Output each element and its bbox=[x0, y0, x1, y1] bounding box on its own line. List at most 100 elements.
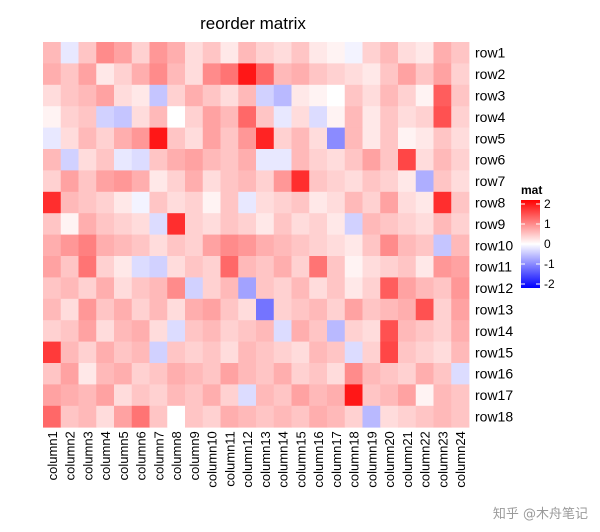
heatmap-cell-row7-column22 bbox=[415, 170, 434, 193]
heatmap-cell-row6-column24 bbox=[451, 149, 470, 171]
heatmap-cell-row10-column4 bbox=[96, 234, 115, 257]
heatmap-cell-row6-column10 bbox=[202, 149, 221, 171]
column-label-column9: column9 bbox=[187, 431, 202, 480]
heatmap-cell-row13-column6 bbox=[131, 298, 150, 321]
heatmap-cell-row12-column15 bbox=[291, 277, 310, 300]
heatmap-cell-row15-column19 bbox=[362, 341, 381, 364]
heatmap-cell-row10-column5 bbox=[114, 234, 133, 257]
heatmap-cell-row9-column23 bbox=[433, 213, 452, 235]
heatmap-cell-row15-column1 bbox=[43, 341, 62, 364]
heatmap-cell-row8-column21 bbox=[398, 191, 417, 214]
column-label-column22: column22 bbox=[418, 431, 433, 487]
heatmap-cell-row13-column7 bbox=[149, 298, 168, 321]
heatmap-cell-row3-column18 bbox=[344, 84, 363, 107]
heatmap-cell-row6-column4 bbox=[96, 149, 115, 171]
heatmap-cell-row12-column2 bbox=[60, 277, 79, 300]
heatmap-cell-row10-column12 bbox=[238, 234, 257, 257]
heatmap-cell-row16-column13 bbox=[256, 363, 275, 385]
heatmap-cell-row5-column19 bbox=[362, 127, 381, 150]
heatmap-cell-row3-column1 bbox=[43, 84, 62, 107]
heatmap-cell-row1-column8 bbox=[167, 42, 186, 64]
heatmap-cell-row4-column13 bbox=[256, 106, 275, 128]
heatmap-cell-row9-column2 bbox=[60, 213, 79, 235]
heatmap-cell-row2-column4 bbox=[96, 63, 115, 86]
heatmap-cell-row14-column24 bbox=[451, 320, 470, 342]
heatmap-cell-row4-column20 bbox=[380, 106, 399, 128]
heatmap-cell-row9-column18 bbox=[344, 213, 363, 235]
heatmap-cell-row9-column4 bbox=[96, 213, 115, 235]
heatmap-cell-row2-column1 bbox=[43, 63, 62, 86]
heatmap-cell-row1-column6 bbox=[131, 42, 150, 64]
heatmap-cell-row5-column18 bbox=[344, 127, 363, 150]
heatmap-cell-row13-column5 bbox=[114, 298, 133, 321]
heatmap-cell-row7-column12 bbox=[238, 170, 257, 193]
heatmap-cell-row5-column21 bbox=[398, 127, 417, 150]
heatmap-cell-row12-column5 bbox=[114, 277, 133, 300]
heatmap-cell-row8-column10 bbox=[202, 191, 221, 214]
column-label-column11: column11 bbox=[222, 431, 237, 486]
heatmap-cell-row7-column5 bbox=[114, 170, 133, 193]
heatmap-cell-row18-column24 bbox=[451, 405, 470, 428]
column-label-column5: column5 bbox=[116, 431, 131, 480]
heatmap-cell-row5-column2 bbox=[60, 127, 79, 150]
heatmap-cell-row5-column17 bbox=[327, 127, 346, 150]
heatmap-cell-row1-column16 bbox=[309, 42, 328, 64]
heatmap-cell-row16-column6 bbox=[131, 363, 150, 385]
heatmap-cell-row13-column15 bbox=[291, 298, 310, 321]
heatmap-cell-row9-column14 bbox=[273, 213, 292, 235]
heatmap-cell-row11-column11 bbox=[220, 256, 239, 278]
heatmap-cell-row4-column19 bbox=[362, 106, 381, 128]
row-label-row18: row18 bbox=[475, 409, 513, 425]
heatmap-cell-row14-column2 bbox=[60, 320, 79, 342]
heatmap-cell-row1-column2 bbox=[60, 42, 79, 64]
heatmap-cell-row2-column16 bbox=[309, 63, 328, 86]
chart-title: reorder matrix bbox=[200, 14, 306, 33]
heatmap-cell-row18-column6 bbox=[131, 405, 150, 428]
heatmap-cell-row15-column16 bbox=[309, 341, 328, 364]
heatmap-cell-row18-column16 bbox=[309, 405, 328, 428]
heatmap-cell-row7-column8 bbox=[167, 170, 186, 193]
heatmap-cell-row14-column19 bbox=[362, 320, 381, 342]
heatmap-cell-row15-column9 bbox=[185, 341, 204, 364]
heatmap-cell-row4-column8 bbox=[167, 106, 186, 128]
legend-ticks: 2 1 0 -1 -2 bbox=[521, 197, 555, 291]
heatmap-cell-row15-column10 bbox=[202, 341, 221, 364]
heatmap-cell-row17-column19 bbox=[362, 384, 381, 407]
heatmap-cell-row14-column5 bbox=[114, 320, 133, 342]
column-labels: column1 column2 column3 column4 column5 colum… bbox=[45, 431, 468, 487]
heatmap-cell-row15-column15 bbox=[291, 341, 310, 364]
heatmap-cell-row5-column6 bbox=[131, 127, 150, 150]
heatmap-cell-row18-column14 bbox=[273, 405, 292, 428]
heatmap-cell-row6-column7 bbox=[149, 149, 168, 171]
column-label-column13: column13 bbox=[258, 431, 273, 487]
heatmap-cell-row3-column7 bbox=[149, 84, 168, 107]
heatmap-cell-row3-column13 bbox=[256, 84, 275, 107]
heatmap-cell-row2-column21 bbox=[398, 63, 417, 86]
heatmap-cell-row9-column21 bbox=[398, 213, 417, 235]
heatmap-cell-row6-column22 bbox=[415, 149, 434, 171]
heatmap-cell-row1-column7 bbox=[149, 42, 168, 64]
heatmap-cell-row8-column3 bbox=[78, 191, 97, 214]
heatmap-cell-row9-column11 bbox=[220, 213, 239, 235]
heatmap-cell-row14-column3 bbox=[78, 320, 97, 342]
heatmap-cell-row1-column23 bbox=[433, 42, 452, 64]
heatmap-cell-row17-column5 bbox=[114, 384, 133, 407]
heatmap-cell-row8-column2 bbox=[60, 191, 79, 214]
heatmap-cell-row9-column10 bbox=[202, 213, 221, 235]
heatmap-cell-row16-column8 bbox=[167, 363, 186, 385]
heatmap-cell-row18-column9 bbox=[185, 405, 204, 428]
heatmap-cell-row8-column8 bbox=[167, 191, 186, 214]
heatmap-cell-row15-column22 bbox=[415, 341, 434, 364]
heatmap-cell-row18-column18 bbox=[344, 405, 363, 428]
heatmap-cell-row10-column23 bbox=[433, 234, 452, 257]
heatmap-cell-row2-column9 bbox=[185, 63, 204, 86]
heatmap-cell-row17-column2 bbox=[60, 384, 79, 407]
heatmap-cell-row12-column1 bbox=[43, 277, 62, 300]
heatmap-cell-row4-column17 bbox=[327, 106, 346, 128]
heatmap-cell-row3-column10 bbox=[202, 84, 221, 107]
heatmap-cell-row18-column4 bbox=[96, 405, 115, 428]
heatmap-cell-row16-column14 bbox=[273, 363, 292, 385]
heatmap-cell-row9-column13 bbox=[256, 213, 275, 235]
heatmap-cell-row3-column9 bbox=[185, 84, 204, 107]
heatmap-cell-row4-column3 bbox=[78, 106, 97, 128]
